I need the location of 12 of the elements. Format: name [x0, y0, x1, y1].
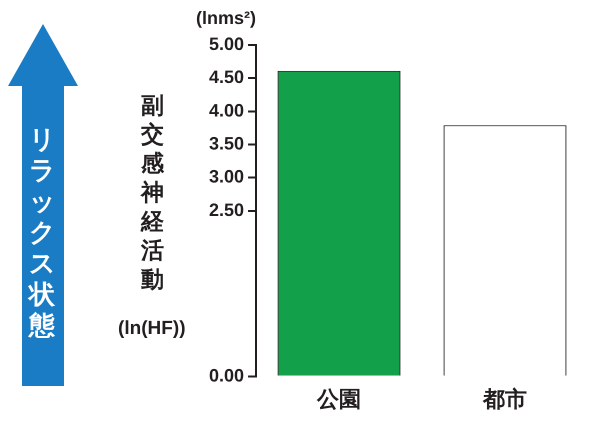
text: リラックス状態: [29, 125, 57, 342]
y-tick-label: 5.00: [208, 34, 244, 54]
y-tick-label: 4.50: [208, 67, 244, 88]
y-axis-title: 副交感神経活動 (ln(HF)): [118, 92, 186, 340]
y-tick-label: 4.00: [208, 100, 244, 120]
y-tick-label: 3.50: [208, 133, 244, 154]
text: (lnms²): [196, 8, 256, 29]
x-tick-label: 都市: [482, 386, 528, 413]
y-tick-label: 3.00: [208, 166, 244, 187]
y-tick-label: 2.50: [208, 200, 244, 220]
x-tick-label: 公園: [316, 388, 362, 413]
y-tick-label: 0.00: [208, 366, 244, 386]
